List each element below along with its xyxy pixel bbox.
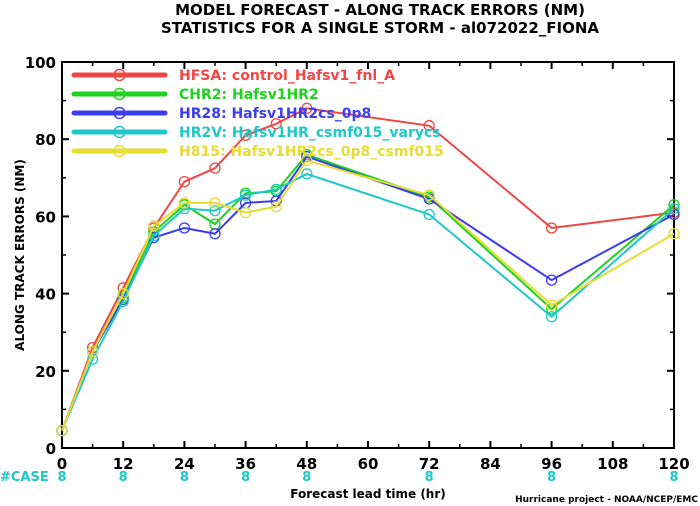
series-line bbox=[61, 153, 675, 431]
legend-marker bbox=[113, 106, 126, 120]
case-count: 8 bbox=[547, 470, 556, 485]
y-tick-label: 60 bbox=[35, 208, 56, 226]
data-point bbox=[423, 189, 435, 201]
data-point bbox=[423, 120, 435, 132]
data-point bbox=[209, 197, 221, 209]
case-count: 8 bbox=[669, 470, 678, 485]
series-3 bbox=[56, 168, 680, 437]
x-tick-label: 72 bbox=[419, 455, 440, 473]
data-point bbox=[301, 102, 313, 114]
y-axis-label: ALONG TRACK ERRORS (NM) bbox=[13, 159, 27, 351]
data-point bbox=[239, 189, 252, 201]
series-1 bbox=[56, 148, 680, 437]
x-tick-label: 96 bbox=[541, 455, 562, 473]
series-line bbox=[61, 159, 675, 431]
legend-marker bbox=[113, 68, 126, 82]
case-count: 8 bbox=[57, 470, 66, 485]
data-point bbox=[301, 154, 313, 167]
y-tick-label: 0 bbox=[46, 440, 56, 458]
chart-title: MODEL FORECAST - ALONG TRACK ERRORS (NM) bbox=[175, 1, 585, 19]
legend-label: H815: Hafsv1HR2cs_0p8_csmf015 bbox=[179, 144, 444, 160]
series-line bbox=[61, 155, 675, 431]
data-point bbox=[178, 222, 191, 234]
data-point bbox=[545, 222, 558, 234]
y-tick-label: 20 bbox=[35, 363, 56, 381]
series-4 bbox=[56, 154, 680, 437]
data-point bbox=[668, 203, 680, 215]
data-point bbox=[239, 129, 252, 141]
x-tick-label: 60 bbox=[358, 455, 379, 473]
data-point bbox=[148, 220, 160, 232]
case-count: 8 bbox=[425, 470, 434, 485]
credit-text: Hurricane project - NOAA/NCEP/EMC bbox=[515, 495, 698, 505]
y-tick-label: 100 bbox=[25, 54, 56, 72]
x-tick-label: 48 bbox=[296, 455, 317, 473]
data-point bbox=[270, 183, 282, 196]
chart-subtitle: STATISTICS FOR A SINGLE STORM - al072022… bbox=[161, 19, 599, 37]
data-point bbox=[545, 299, 558, 311]
legend-entry: H815: Hafsv1HR2cs_0p8_csmf015 bbox=[71, 144, 444, 160]
case-count: 8 bbox=[241, 470, 250, 485]
legend-label: HR28: Hafsv1HR2cs_0p8 bbox=[179, 106, 371, 122]
data-point bbox=[209, 162, 221, 174]
legend-label: HR2V: Hafsv1HR_csmf015_varycs bbox=[179, 125, 441, 141]
x-tick-label: 24 bbox=[174, 455, 195, 473]
data-point bbox=[209, 204, 221, 217]
plot-area: 0 12 24 36 48 60 72 84 96 108 120 0 20 40 60 80 100 8 8 8 8 8… bbox=[25, 54, 690, 485]
x-tick-label: 108 bbox=[597, 455, 628, 473]
data-point bbox=[239, 206, 252, 219]
data-point bbox=[178, 176, 191, 188]
data-point bbox=[270, 201, 282, 213]
x-axis-label: Forecast lead time (hr) bbox=[290, 487, 446, 501]
legend-entry: HR28: Hafsv1HR2cs_0p8 bbox=[71, 106, 371, 122]
case-label: #CASE bbox=[0, 470, 49, 485]
y-tick-label: 40 bbox=[35, 286, 56, 304]
data-point bbox=[209, 228, 221, 240]
x-tick-label: 120 bbox=[658, 455, 689, 473]
x-tick-label: 0 bbox=[57, 455, 67, 473]
data-point bbox=[117, 287, 129, 300]
data-point bbox=[545, 274, 558, 286]
data-point bbox=[56, 424, 68, 437]
case-count: 8 bbox=[180, 470, 189, 485]
data-point bbox=[423, 208, 435, 221]
legend-label: CHR2: Hafsv1HR2 bbox=[179, 87, 319, 103]
legend-entry: CHR2: Hafsv1HR2 bbox=[71, 87, 319, 103]
y-tick-label: 80 bbox=[35, 131, 56, 149]
legend-entry: HFSA: control_Hafsv1_fnl_A bbox=[71, 68, 395, 84]
data-point bbox=[301, 168, 313, 180]
legend-marker bbox=[113, 144, 126, 158]
x-tick-label: 84 bbox=[480, 455, 501, 473]
legend-label: HFSA: control_Hafsv1_fnl_A bbox=[179, 68, 395, 84]
data-point bbox=[668, 228, 680, 240]
legend-entry: HR2V: Hafsv1HR_csmf015_varycs bbox=[71, 125, 441, 141]
x-tick-label: 12 bbox=[113, 455, 134, 473]
data-point bbox=[270, 118, 282, 130]
data-point bbox=[545, 311, 558, 323]
data-point bbox=[86, 345, 99, 358]
legend-marker bbox=[113, 125, 126, 139]
x-tick-label: 36 bbox=[235, 455, 256, 473]
case-count: 8 bbox=[119, 470, 128, 485]
case-count: 8 bbox=[302, 470, 311, 485]
legend: HFSA: control_Hafsv1_fnl_A CHR2: Hafsv1HR… bbox=[71, 68, 444, 160]
data-point bbox=[178, 197, 191, 209]
legend-marker bbox=[113, 87, 126, 101]
series-line bbox=[61, 172, 675, 432]
